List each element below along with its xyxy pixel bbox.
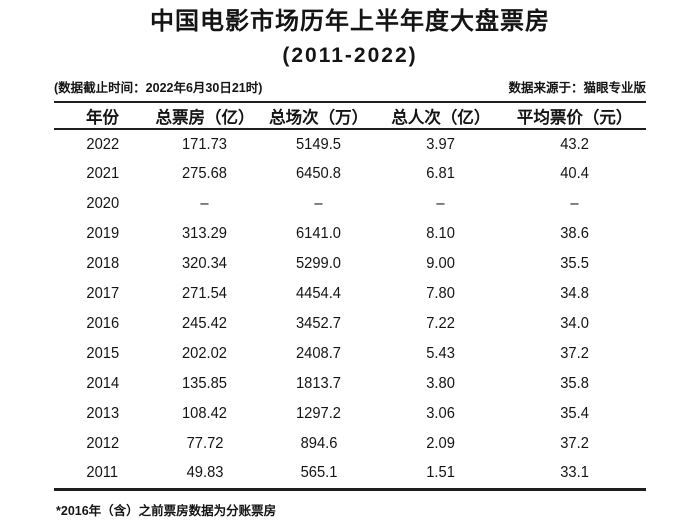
- column-header-4: 平均票价（元）: [516, 108, 633, 127]
- value-cell: 3452.7: [296, 315, 342, 332]
- table-row: 2014 135.85 1813.7 3.80 35.8: [54, 369, 646, 399]
- value-cell: 40.4: [560, 165, 589, 182]
- year-cell: 2015: [86, 345, 119, 362]
- footnote: *2016年（含）之前票房数据为分账票房: [56, 503, 277, 518]
- value-cell: 2.09: [426, 435, 456, 452]
- table-head: 年份 总票房（亿） 总场次（万） 总人次（亿） 平均票价（元）: [54, 102, 646, 129]
- value-cell: 8.10: [426, 225, 456, 242]
- year-cell: 2017: [86, 285, 119, 302]
- table-row: 2020 – – – –: [54, 189, 646, 219]
- value-cell: 1297.2: [296, 405, 342, 422]
- value-cell: 43.2: [560, 135, 589, 153]
- value-cell: 49.83: [186, 464, 224, 482]
- value-cell: 320.34: [182, 255, 228, 272]
- year-cell: 2013: [86, 405, 119, 422]
- value-cell: 202.02: [182, 345, 228, 362]
- value-cell: 7.80: [426, 285, 456, 302]
- value-cell: 34.0: [560, 315, 589, 332]
- value-cell: 1.51: [426, 464, 456, 482]
- year-cell: 2011: [86, 464, 119, 482]
- value-cell: 9.00: [426, 255, 456, 272]
- value-cell: 1813.7: [296, 375, 342, 392]
- year-cell: 2012: [86, 435, 119, 452]
- value-cell: 5149.5: [296, 135, 342, 153]
- table-row: 2021 275.68 6450.8 6.81 40.4: [54, 159, 646, 189]
- value-cell: 34.8: [560, 285, 589, 302]
- header-row: 年份 总票房（亿） 总场次（万） 总人次（亿） 平均票价（元）: [54, 102, 646, 129]
- value-cell: 275.68: [182, 165, 228, 182]
- value-cell: 7.22: [426, 315, 456, 332]
- table-row: 2018 320.34 5299.0 9.00 35.5: [54, 249, 646, 279]
- year-cell: 2021: [86, 165, 119, 182]
- value-cell: 38.6: [560, 225, 589, 242]
- year-cell: 2019: [86, 225, 119, 242]
- value-cell: –: [570, 195, 579, 212]
- value-cell: 245.42: [182, 315, 228, 332]
- data-cutoff-note: (数据截止时间：2022年6月30日21时): [54, 81, 263, 95]
- value-cell: 37.2: [560, 435, 589, 452]
- value-cell: 5.43: [426, 345, 456, 362]
- value-cell: 313.29: [182, 225, 228, 242]
- column-header-0: 年份: [86, 108, 120, 127]
- table-row: 2011 49.83 565.1 1.51 33.1: [54, 459, 646, 489]
- value-cell: –: [314, 195, 323, 212]
- box-office-table: 年份 总票房（亿） 总场次（万） 总人次（亿） 平均票价（元） 2022 171.73 51…: [54, 101, 646, 491]
- value-cell: 3.80: [426, 375, 456, 392]
- value-cell: 2408.7: [296, 345, 342, 362]
- value-cell: 171.73: [182, 135, 228, 153]
- year-cell: 2014: [86, 375, 119, 392]
- value-cell: 35.5: [560, 255, 589, 272]
- column-header-2: 总场次（万）: [269, 108, 369, 127]
- year-cell: 2022: [86, 135, 119, 153]
- value-cell: 37.2: [560, 345, 589, 362]
- table-row: 2012 77.72 894.6 2.09 37.2: [54, 429, 646, 459]
- table-row: 2019 313.29 6141.0 8.10 38.6: [54, 219, 646, 249]
- meta-row: (数据截止时间：2022年6月30日21时) 数据来源于：猫眼专业版: [54, 77, 646, 101]
- value-cell: 6.81: [426, 165, 456, 182]
- value-cell: 565.1: [300, 464, 338, 482]
- value-cell: 135.85: [182, 375, 228, 392]
- year-cell: 2018: [86, 255, 119, 272]
- value-cell: 5299.0: [296, 255, 342, 272]
- column-header-3: 总人次（亿）: [391, 108, 491, 127]
- value-cell: 894.6: [300, 435, 338, 452]
- value-cell: 3.97: [426, 135, 456, 153]
- table-row: 2013 108.42 1297.2 3.06 35.4: [54, 399, 646, 429]
- value-cell: 6141.0: [296, 225, 342, 242]
- value-cell: 35.4: [560, 405, 589, 422]
- value-cell: 108.42: [182, 405, 228, 422]
- value-cell: –: [436, 195, 445, 212]
- table-row: 2016 245.42 3452.7 7.22 34.0: [54, 309, 646, 339]
- table-body: 2022 171.73 5149.5 3.97 43.2 2021 275.68 6450.8…: [54, 129, 646, 489]
- value-cell: 271.54: [182, 285, 228, 302]
- year-cell: 2016: [86, 315, 119, 332]
- value-cell: 3.06: [426, 405, 456, 422]
- page-subtitle: (2011-2022): [282, 44, 418, 67]
- table-row: 2017 271.54 4454.4 7.80 34.8: [54, 279, 646, 309]
- table-row: 2022 171.73 5149.5 3.97 43.2: [54, 129, 646, 159]
- value-cell: 77.72: [186, 435, 224, 452]
- value-cell: 6450.8: [296, 165, 342, 182]
- value-cell: 4454.4: [296, 285, 342, 302]
- value-cell: 35.8: [560, 375, 589, 392]
- year-cell: 2020: [86, 195, 119, 212]
- value-cell: 33.1: [560, 464, 589, 482]
- page-title: 中国电影市场历年上半年度大盘票房: [150, 8, 550, 35]
- data-source-note: 数据来源于：猫眼专业版: [508, 81, 646, 95]
- table-row: 2015 202.02 2408.7 5.43 37.2: [54, 339, 646, 369]
- value-cell: –: [200, 195, 210, 212]
- column-header-1: 总票房（亿）: [155, 108, 255, 127]
